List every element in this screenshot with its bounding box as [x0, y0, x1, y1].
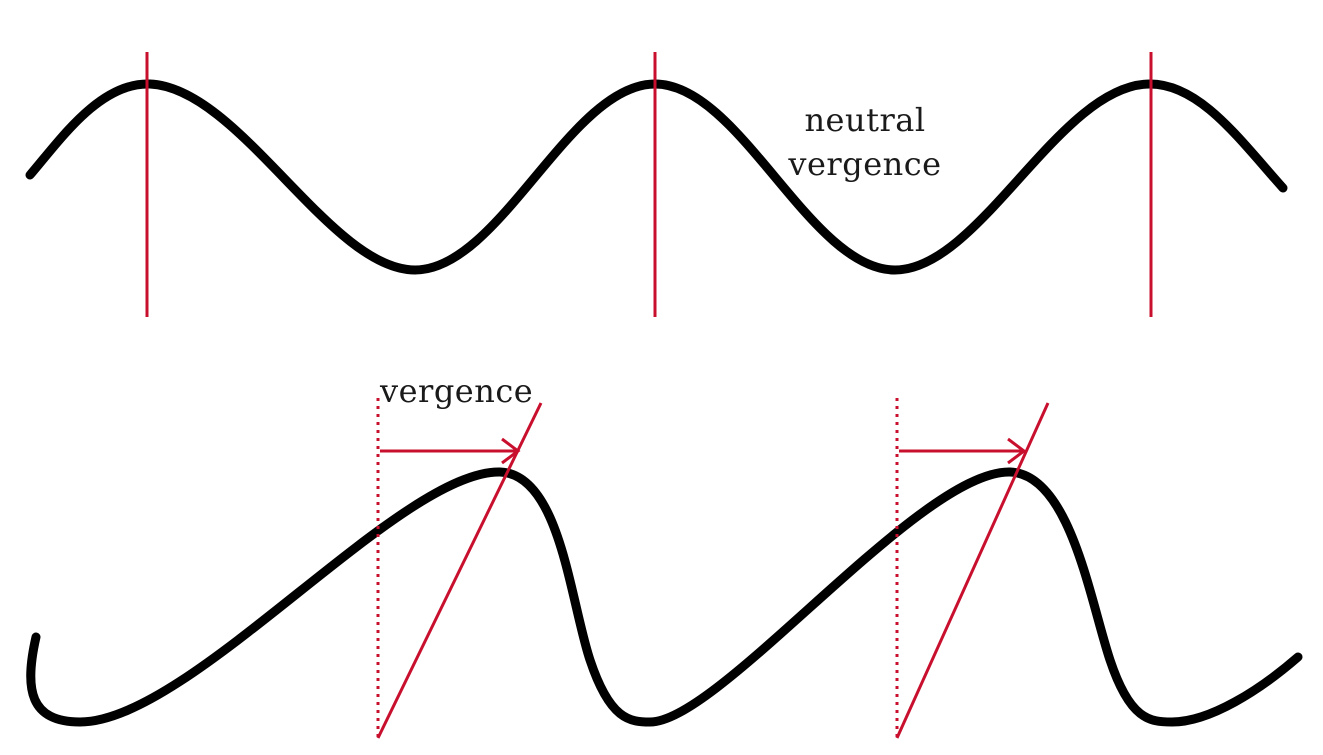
neutral-vergence-panel: neutral vergence	[25, 52, 1288, 317]
vergence-panel: vergence	[26, 372, 1303, 739]
vergence-label: vergence	[379, 372, 533, 410]
vergence-wave	[26, 467, 1303, 727]
neutral-vergence-label-line1: neutral	[804, 101, 925, 139]
slanted-peak-marker-1	[376, 402, 543, 739]
vergence-arrow-2	[899, 437, 1027, 465]
vergence-arrow-1	[380, 437, 521, 465]
neutral-vergence-label-line2: vergence	[787, 145, 941, 183]
slanted-peak-marker-2	[895, 402, 1050, 739]
